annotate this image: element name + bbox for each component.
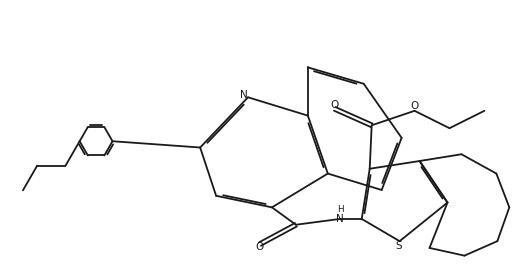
Text: N: N [337,214,344,224]
Text: O: O [330,100,339,110]
Text: H: H [337,205,344,214]
Text: N: N [239,90,247,100]
Text: O: O [256,242,264,252]
Text: S: S [396,241,402,251]
Text: O: O [410,101,419,111]
